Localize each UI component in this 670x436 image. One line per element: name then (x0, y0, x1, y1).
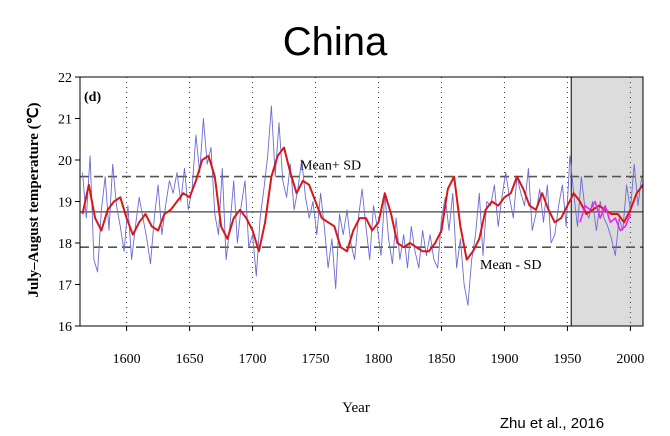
annotation-label: Mean+ SD (300, 159, 361, 174)
x-tick-label: 1600 (113, 352, 141, 367)
plot-frame (79, 76, 644, 327)
series-line (82, 105, 643, 306)
y-tick-label: 19 (58, 196, 72, 211)
y-tick-label: 16 (58, 320, 72, 335)
x-tick-label: 2000 (616, 352, 644, 367)
x-tick-label: 1750 (302, 352, 330, 367)
x-axis-label: Year (342, 400, 370, 416)
shaded-region (570, 76, 644, 327)
plot-area: Mean+ SD Mean - SD (d) 16 17 18 19 20 21 22 1600 16… (58, 71, 644, 367)
credit-text: Zhu et al., 2016 (500, 415, 604, 432)
annotation-label: Mean - SD (480, 258, 541, 273)
y-tick-label: 20 (58, 154, 72, 169)
x-tick-label: 1650 (176, 352, 204, 367)
y-axis-label: July–August temperature (℃) (26, 103, 42, 298)
y-tick-label: 17 (58, 279, 72, 294)
x-tick-label: 1900 (490, 352, 518, 367)
x-tick-label: 1700 (239, 352, 267, 367)
series-line (81, 146, 644, 261)
series-line (579, 200, 632, 232)
chart-title: China (283, 20, 388, 64)
y-tick-label: 22 (58, 71, 72, 86)
y-tick-label: 18 (58, 237, 72, 252)
x-tick-label: 1800 (365, 352, 393, 367)
x-tick-label: 1850 (427, 352, 455, 367)
y-tick-label: 21 (58, 113, 72, 128)
panel-label: (d) (84, 90, 101, 105)
x-tick-label: 1950 (553, 352, 581, 367)
